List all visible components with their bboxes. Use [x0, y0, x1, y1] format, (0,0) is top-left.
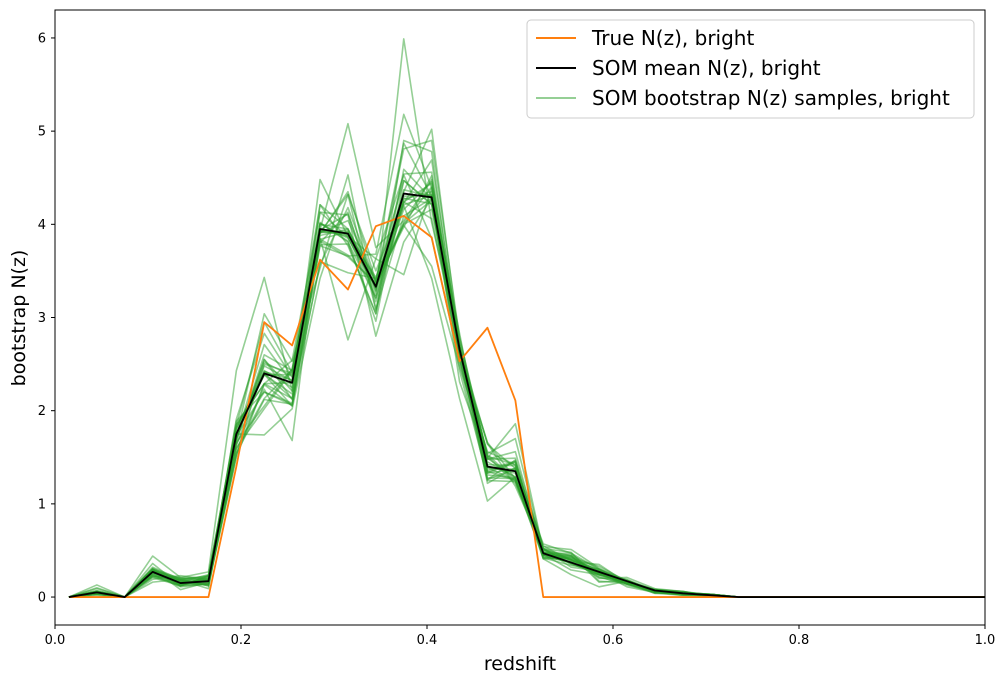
x-axis-label: redshift [484, 653, 556, 675]
x-tick-label: 0.4 [417, 633, 438, 648]
x-axis-ticks: 0.0 0.2 0.4 0.6 0.8 1.0 [45, 625, 996, 648]
mean-series-group [68, 192, 985, 598]
legend-label-true: True N(z), bright [591, 26, 754, 50]
y-tick-label: 3 [38, 311, 46, 326]
mean-nz-line [68, 192, 985, 598]
x-tick-label: 0.0 [45, 633, 66, 648]
legend: True N(z), bright SOM mean N(z), bright … [526, 19, 975, 119]
legend-label-bootstrap: SOM bootstrap N(z) samples, bright [592, 86, 950, 110]
y-tick-label: 2 [38, 404, 46, 419]
y-tick-label: 6 [38, 31, 46, 46]
x-tick-label: 0.8 [789, 633, 810, 648]
y-tick-label: 0 [38, 591, 46, 606]
x-tick-label: 0.2 [231, 633, 252, 648]
y-tick-label: 4 [38, 218, 46, 233]
legend-label-mean: SOM mean N(z), bright [592, 56, 821, 80]
x-tick-label: 0.6 [603, 633, 624, 648]
y-tick-label: 1 [38, 497, 46, 512]
x-tick-label: 1.0 [975, 633, 996, 648]
y-tick-label: 5 [38, 125, 46, 140]
y-axis-label: bootstrap N(z) [8, 250, 30, 387]
y-axis-ticks: 0 1 2 3 4 5 6 [38, 31, 55, 606]
legend-box [526, 19, 975, 119]
